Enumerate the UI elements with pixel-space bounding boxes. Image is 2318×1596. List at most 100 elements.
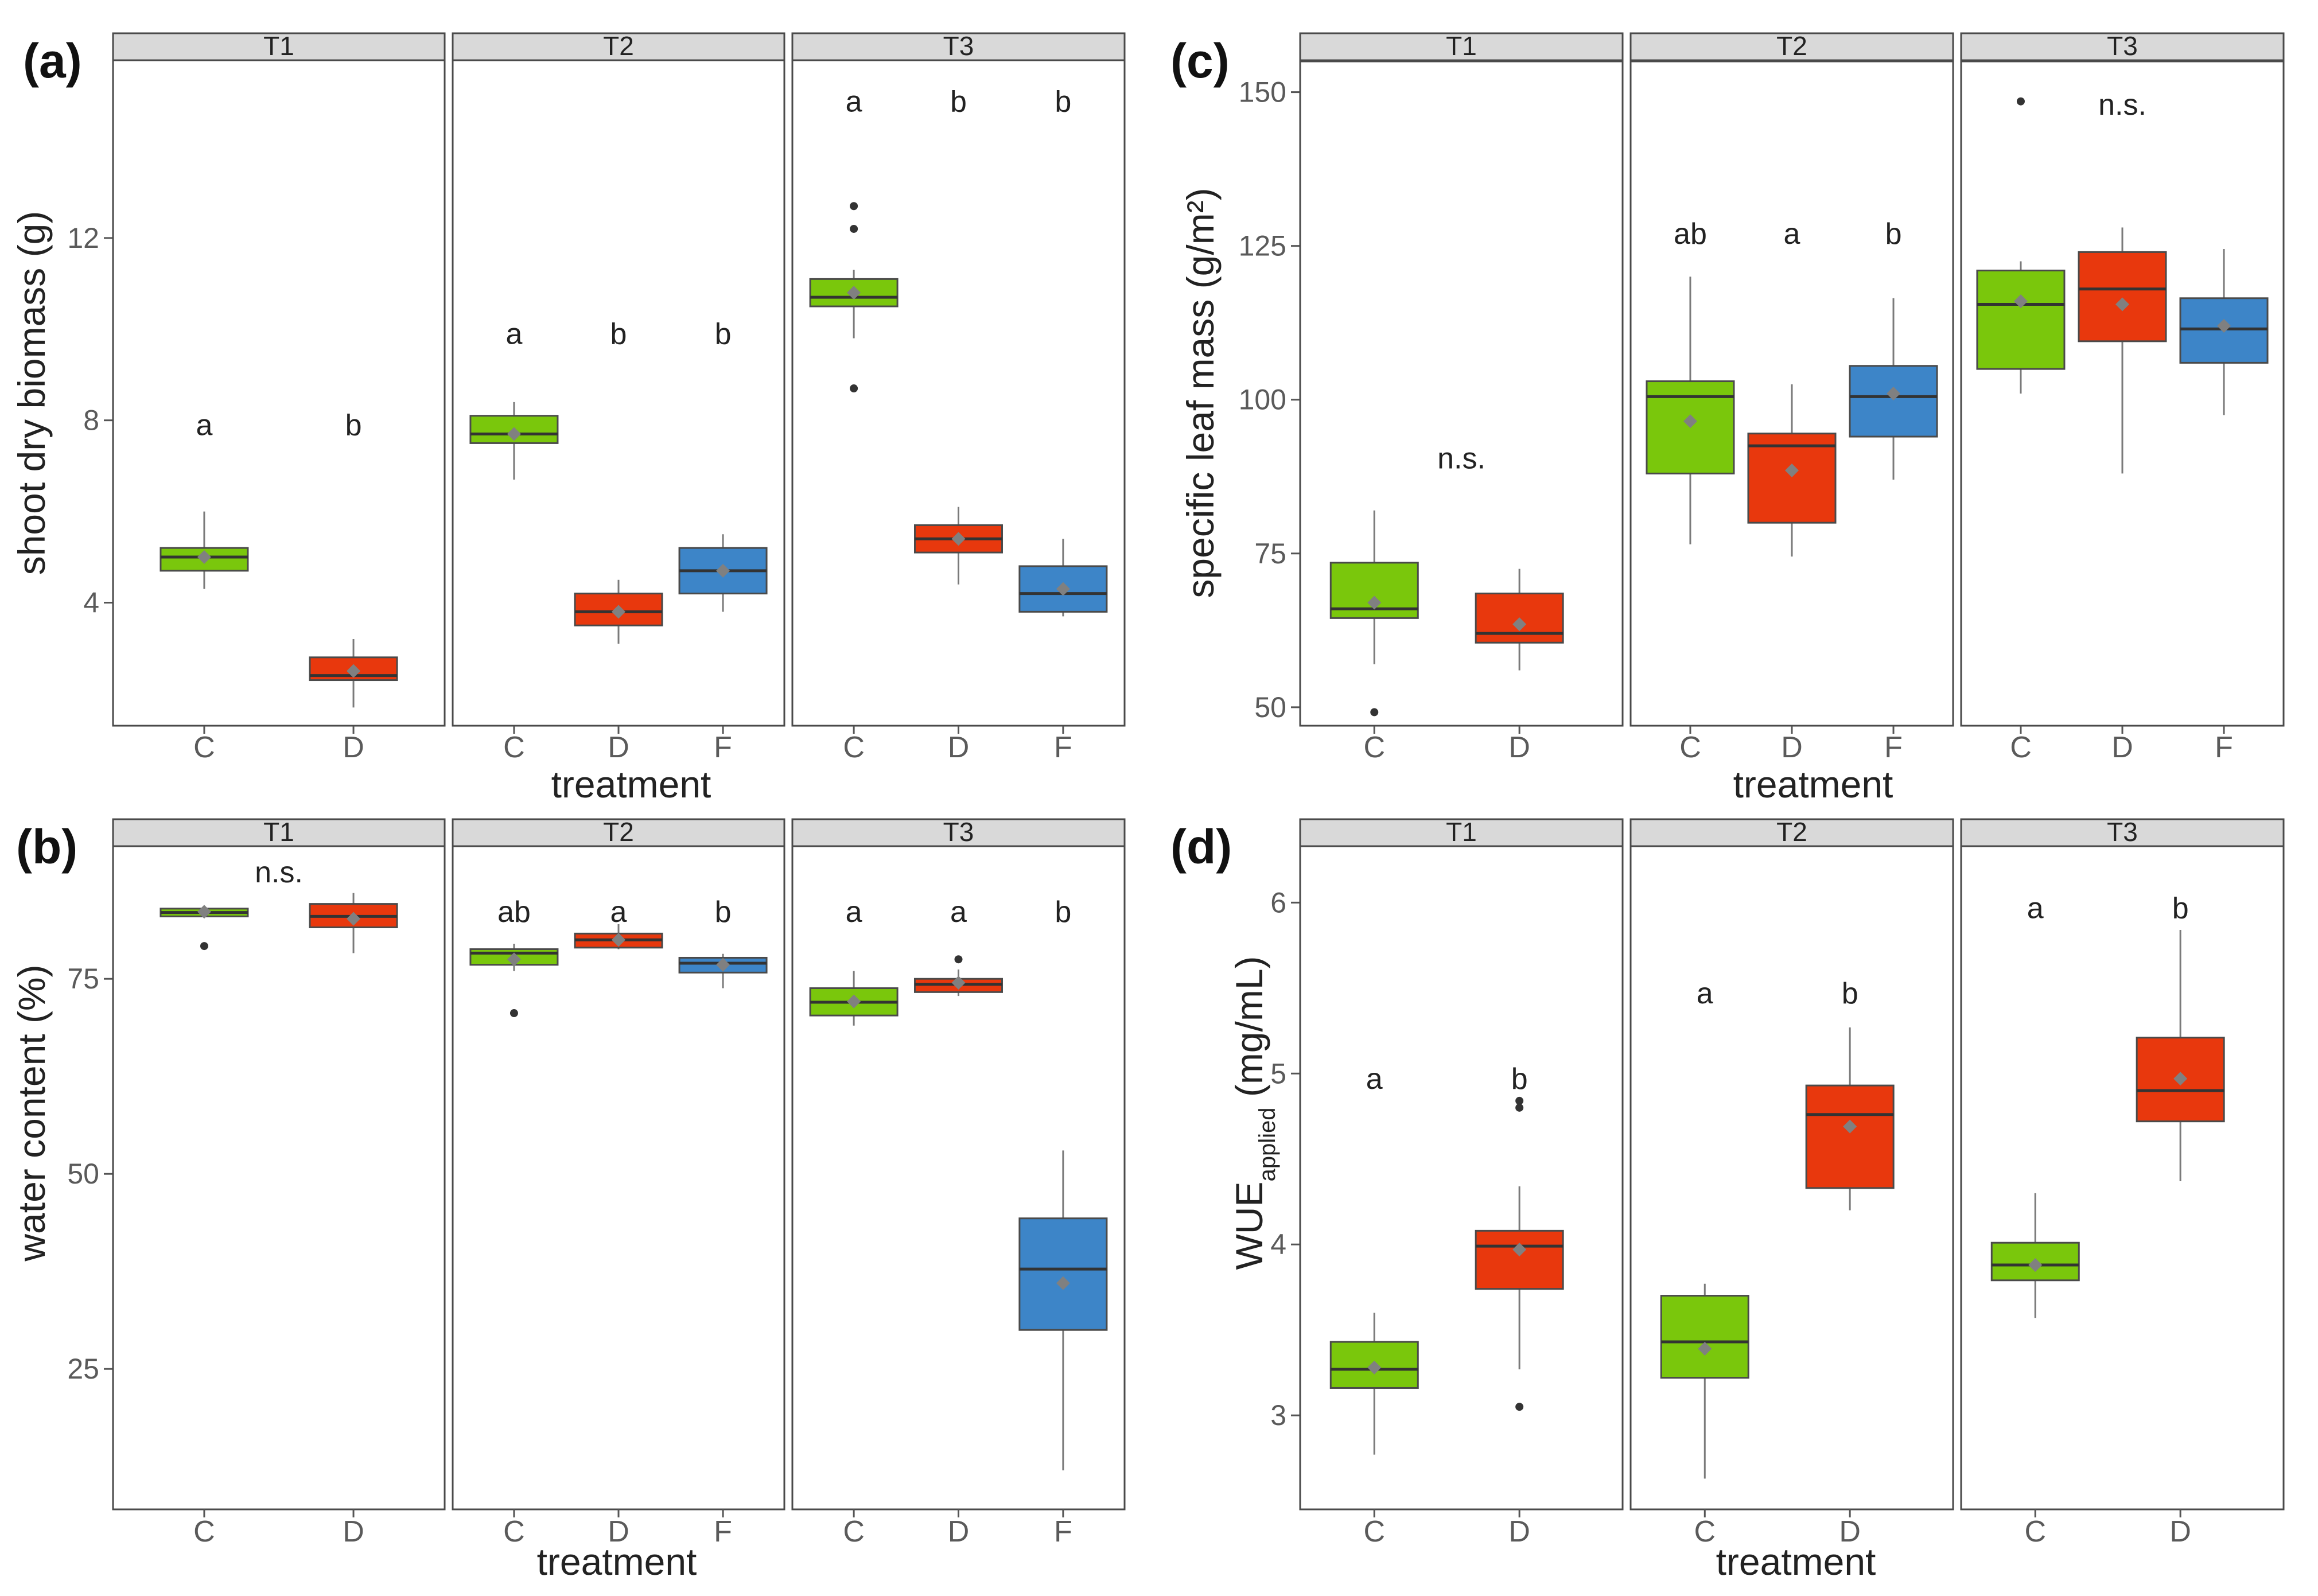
significance-label: b	[610, 318, 627, 351]
mean-marker	[347, 664, 361, 678]
x-tick-label: D	[608, 1515, 629, 1548]
x-axis-title: treatment	[537, 1540, 697, 1583]
x-tick-label: F	[1054, 731, 1072, 764]
box-f: bF	[1018, 85, 1108, 764]
facet-plot-area	[1629, 845, 1954, 1511]
mean-marker	[1887, 387, 1901, 400]
y-tick-label: 100	[1239, 384, 1286, 416]
significance-label: n.s.	[1437, 442, 1485, 476]
facet-plot-area	[112, 59, 446, 727]
x-tick-label: C	[503, 1515, 525, 1548]
x-tick-label: C	[2010, 731, 2032, 764]
facet-strip-label: T1	[263, 31, 294, 61]
y-tick-label: 4	[83, 586, 99, 618]
x-tick-label: D	[608, 731, 629, 764]
box-iqr	[2078, 251, 2167, 342]
facet-t1: T1 n.s. C D	[112, 817, 446, 1548]
box-f: bF	[678, 318, 768, 764]
mean-marker	[716, 957, 730, 972]
x-tick-label: F	[714, 1515, 732, 1548]
box-c: aC	[809, 85, 899, 764]
outlier-point	[200, 942, 208, 951]
box-c: C	[1976, 97, 2066, 764]
box-f: bF	[1849, 217, 1938, 764]
mean-marker	[847, 286, 861, 300]
y-tick-label: 25	[67, 1353, 99, 1385]
box-d: n.s. D	[1437, 442, 1564, 764]
mean-marker	[507, 427, 521, 441]
mean-marker	[197, 550, 211, 565]
facet-strip	[1299, 32, 1624, 61]
facet-strip	[112, 818, 446, 847]
significance-label: a	[2027, 892, 2044, 925]
facet-strip-label: T3	[2107, 31, 2138, 61]
outlier-point	[1370, 708, 1379, 717]
outlier-point	[954, 955, 963, 964]
facet-strip	[1629, 32, 1954, 61]
outlier-point	[850, 202, 858, 211]
box-c: aC	[469, 318, 559, 764]
significance-label: a	[610, 896, 627, 929]
facet-plot-area	[791, 845, 1126, 1511]
box-c: aC	[160, 409, 249, 764]
x-tick-label: C	[193, 731, 215, 764]
mean-marker	[951, 976, 966, 990]
significance-label: b	[2172, 892, 2189, 925]
x-tick-label: D	[1508, 1515, 1530, 1548]
x-tick-label: D	[1508, 731, 1530, 764]
outlier-point	[1515, 1096, 1524, 1105]
box-d: aD	[1747, 217, 1837, 764]
outlier-point	[850, 384, 858, 393]
x-tick-label: C	[1694, 1515, 1716, 1548]
y-axis-title: WUEapplied (mg/mL)	[1228, 956, 1280, 1270]
x-axis-title: treatment	[1716, 1540, 1876, 1583]
significance-label: b	[1885, 217, 1902, 251]
x-tick-label: D	[2169, 1515, 2191, 1548]
mean-marker	[612, 933, 625, 947]
significance-label: n.s.	[2098, 88, 2146, 122]
mean-marker	[1367, 1360, 1382, 1375]
outlier-point	[510, 1009, 518, 1018]
x-tick-label: F	[714, 731, 732, 764]
y-tick-label: 6	[1270, 886, 1286, 918]
facet-strip	[1960, 818, 2285, 847]
x-tick-label: C	[843, 1515, 865, 1548]
box-d: bD	[2136, 892, 2225, 1548]
y-tick-label: 8	[83, 404, 99, 437]
y-tick-label: 150	[1239, 76, 1286, 108]
box-iqr	[1475, 1229, 1564, 1290]
outlier-point	[1515, 1403, 1524, 1411]
facet-t3: T3 Cn.s. D F	[1960, 31, 2285, 764]
panel-label: (b)	[16, 820, 77, 874]
box-c: n.s. C	[160, 856, 303, 1548]
box-c: aC	[1660, 977, 1749, 1548]
facet-strip	[791, 32, 1126, 61]
box-iqr	[1976, 270, 2066, 370]
panel-label: (d)	[1170, 820, 1232, 874]
mean-marker	[1056, 1276, 1070, 1290]
facet-plot-area	[1960, 845, 2285, 1511]
facet-plot-area	[791, 59, 1126, 727]
facet-strip-label: T1	[263, 817, 294, 847]
x-tick-label: D	[2111, 731, 2133, 764]
significance-label: a	[846, 896, 862, 929]
mean-marker	[197, 905, 211, 919]
significance-label: b	[1842, 977, 1858, 1010]
box-d: D	[309, 893, 398, 1548]
box-d: bD	[914, 85, 1003, 764]
box-c: ab C	[1646, 217, 1735, 764]
x-tick-label: C	[503, 731, 525, 764]
facet-strip-label: T3	[943, 31, 974, 61]
outlier-point	[1515, 1103, 1524, 1112]
significance-label: b	[345, 409, 362, 442]
panel-b: (b) 25 50 75 water content (%) treatment T1 n.s…	[10, 817, 1126, 1583]
significance-label: b	[1055, 896, 1071, 929]
box-c: C	[1329, 510, 1419, 764]
facet-plot-area	[112, 845, 446, 1511]
y-tick-label: 75	[1254, 538, 1286, 570]
